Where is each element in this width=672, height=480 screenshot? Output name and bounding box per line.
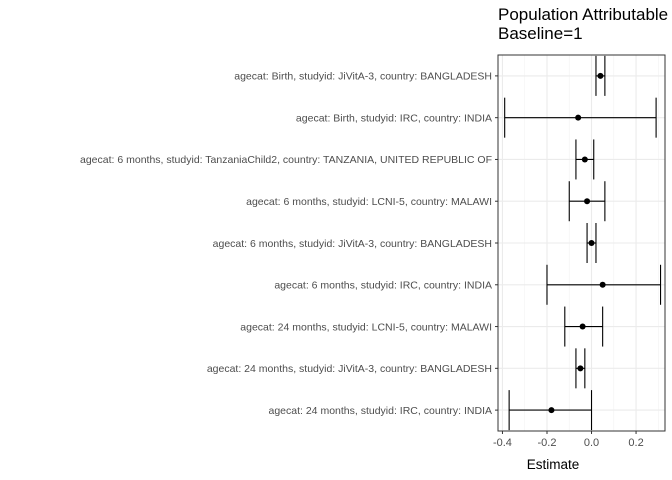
estimate-point xyxy=(577,365,584,372)
estimate-row-0 xyxy=(595,55,606,96)
x-axis: -0.4 -0.2 0.0 0.2 xyxy=(493,431,644,449)
estimate-point xyxy=(548,407,555,414)
y-tick-label-8: agecat: 24 months, studyid: IRC, country… xyxy=(268,405,492,417)
x-tick-label-3: 0.2 xyxy=(628,437,643,449)
chart-title-line-1: Population Attributable xyxy=(498,5,668,24)
estimate-point xyxy=(575,114,582,121)
estimate-row-8 xyxy=(508,390,593,431)
x-tick-label-2: 0.0 xyxy=(584,437,599,449)
y-tick-label-2: agecat: 6 months, studyid: TanzaniaChild… xyxy=(80,154,492,166)
y-tick-label-7: agecat: 24 months, studyid: JiVitA-3, co… xyxy=(207,363,492,375)
x-tick-label-1: -0.2 xyxy=(538,437,557,449)
estimate-point xyxy=(581,156,588,163)
estimate-row-3 xyxy=(568,181,606,222)
y-tick-label-1: agecat: Birth, studyid: IRC, country: IN… xyxy=(296,112,492,124)
estimate-row-4 xyxy=(586,223,597,263)
estimate-point xyxy=(597,72,604,79)
estimate-point xyxy=(599,281,606,288)
chart-title-line-2: Baseline=1 xyxy=(498,24,583,43)
y-tick-label-0: agecat: Birth, studyid: JiVitA-3, countr… xyxy=(234,71,492,83)
x-tick-label-0: -0.4 xyxy=(493,437,512,449)
plot-panel xyxy=(497,54,666,432)
estimate-point xyxy=(584,198,591,205)
x-axis-label: Estimate xyxy=(527,457,580,472)
estimate-row-5 xyxy=(546,264,662,305)
y-tick-label-3: agecat: 6 months, studyid: LCNI-5, count… xyxy=(246,196,492,208)
estimate-row-7 xyxy=(575,348,586,389)
estimate-point xyxy=(588,240,595,246)
estimate-row-6 xyxy=(564,306,604,347)
estimate-row-1 xyxy=(504,97,657,138)
y-axis: agecat: Birth, studyid: JiVitA-3, countr… xyxy=(80,71,498,417)
y-tick-label-5: agecat: 6 months, studyid: IRC, country:… xyxy=(274,280,492,292)
plot-marks xyxy=(504,55,662,431)
y-tick-label-6: agecat: 24 months, studyid: LCNI-5, coun… xyxy=(240,321,492,333)
estimate-row-2 xyxy=(575,139,595,180)
y-tick-label-4: agecat: 6 months, studyid: JiVitA-3, cou… xyxy=(213,238,492,250)
estimate-point xyxy=(579,323,586,330)
